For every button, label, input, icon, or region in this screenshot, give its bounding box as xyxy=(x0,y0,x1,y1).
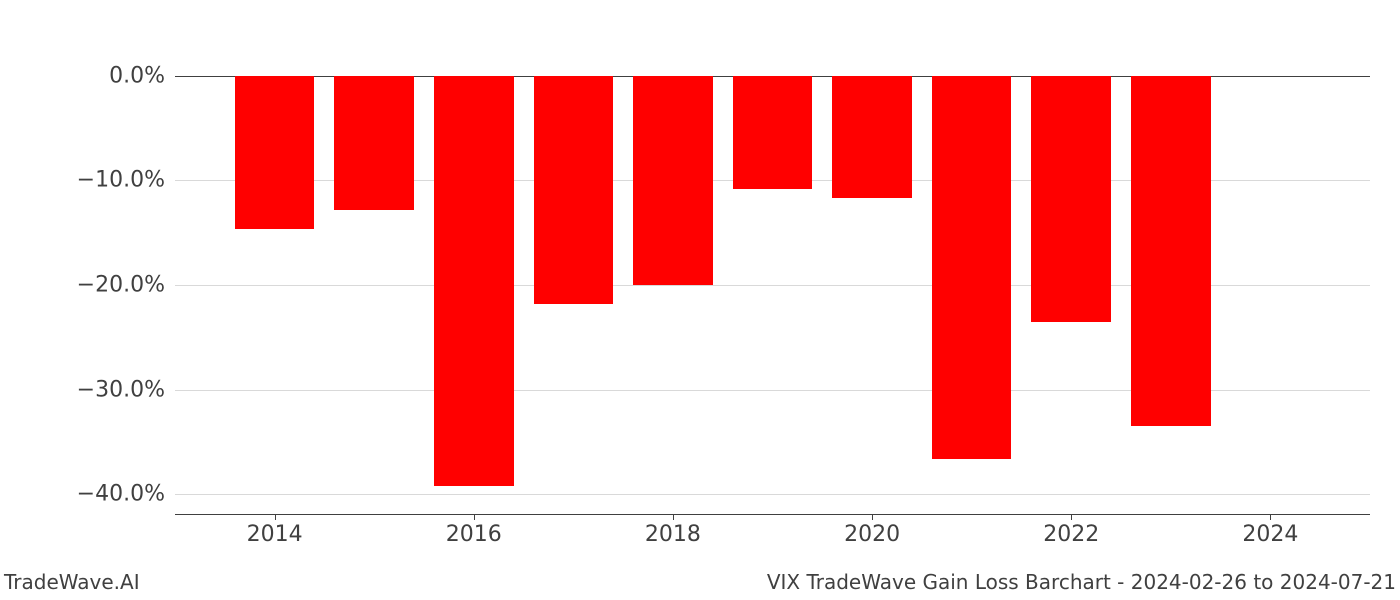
bar xyxy=(534,76,614,304)
y-gridline xyxy=(175,494,1370,495)
x-tick-label: 2024 xyxy=(1242,514,1298,547)
x-tick-label: 2020 xyxy=(844,514,900,547)
bar xyxy=(733,76,813,189)
y-tick-label: −40.0% xyxy=(77,482,175,507)
bar xyxy=(1131,76,1211,426)
bar xyxy=(932,76,1012,459)
bar xyxy=(832,76,912,198)
x-tick-label: 2014 xyxy=(247,514,303,547)
bar xyxy=(434,76,514,486)
x-tick-label: 2018 xyxy=(645,514,701,547)
plot-area: 0.0%−10.0%−20.0%−30.0%−40.0%201420162018… xyxy=(175,55,1370,515)
footer-right-text: VIX TradeWave Gain Loss Barchart - 2024-… xyxy=(767,570,1396,594)
footer-left-text: TradeWave.AI xyxy=(4,570,140,594)
x-tick-label: 2022 xyxy=(1043,514,1099,547)
x-tick-label: 2016 xyxy=(446,514,502,547)
y-tick-label: −10.0% xyxy=(77,168,175,193)
y-tick-label: −30.0% xyxy=(77,377,175,402)
bar xyxy=(235,76,315,229)
bar xyxy=(1031,76,1111,322)
y-tick-label: 0.0% xyxy=(109,63,175,88)
bar xyxy=(334,76,414,210)
chart-container: 0.0% −10.0% −20.0% −30.0% −40.0% 2014 2016 2018… xyxy=(0,0,1400,600)
bar xyxy=(633,76,713,285)
y-tick-label: −20.0% xyxy=(77,273,175,298)
